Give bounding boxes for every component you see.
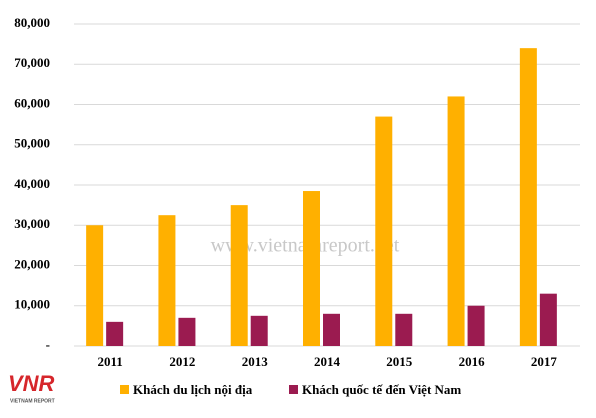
bar	[230, 205, 248, 346]
y-tick-label: -	[46, 337, 50, 352]
bar	[395, 313, 413, 346]
x-tick-label: 2011	[97, 354, 122, 369]
legend-label: Khách quốc tế đến Việt Nam	[302, 382, 461, 397]
x-tick-label: 2015	[386, 354, 413, 369]
y-tick-label: 10,000	[14, 297, 50, 312]
bar	[158, 215, 176, 346]
x-tick-label: 2016	[459, 354, 486, 369]
y-tick-label: 30,000	[14, 216, 50, 231]
legend-swatch	[289, 385, 298, 394]
x-tick-label: 2012	[169, 354, 195, 369]
logo-mark: VNR	[8, 371, 55, 396]
bar	[375, 116, 393, 346]
bar	[106, 321, 124, 346]
y-tick-label: 80,000	[14, 15, 50, 30]
y-tick-label: 50,000	[14, 136, 50, 151]
bar	[519, 48, 537, 347]
y-tick-label: 60,000	[14, 95, 50, 110]
bar	[447, 96, 465, 346]
x-tick-label: 2013	[242, 354, 269, 369]
legend-swatch	[120, 385, 129, 394]
bar	[323, 313, 340, 346]
bar	[250, 315, 268, 346]
y-tick-label: 40,000	[14, 176, 50, 191]
y-tick-label: 70,000	[14, 55, 50, 70]
bar	[303, 191, 320, 346]
x-tick-label: 2017	[531, 354, 558, 369]
bar	[539, 293, 557, 346]
bar	[178, 317, 196, 346]
bar	[467, 305, 485, 346]
y-tick-label: 20,000	[14, 256, 50, 271]
bar	[86, 225, 104, 346]
legend-label: Khách du lịch nội địa	[133, 382, 253, 397]
logo-text: VIETNAM REPORT	[10, 398, 55, 404]
x-tick-label: 2014	[314, 354, 341, 369]
